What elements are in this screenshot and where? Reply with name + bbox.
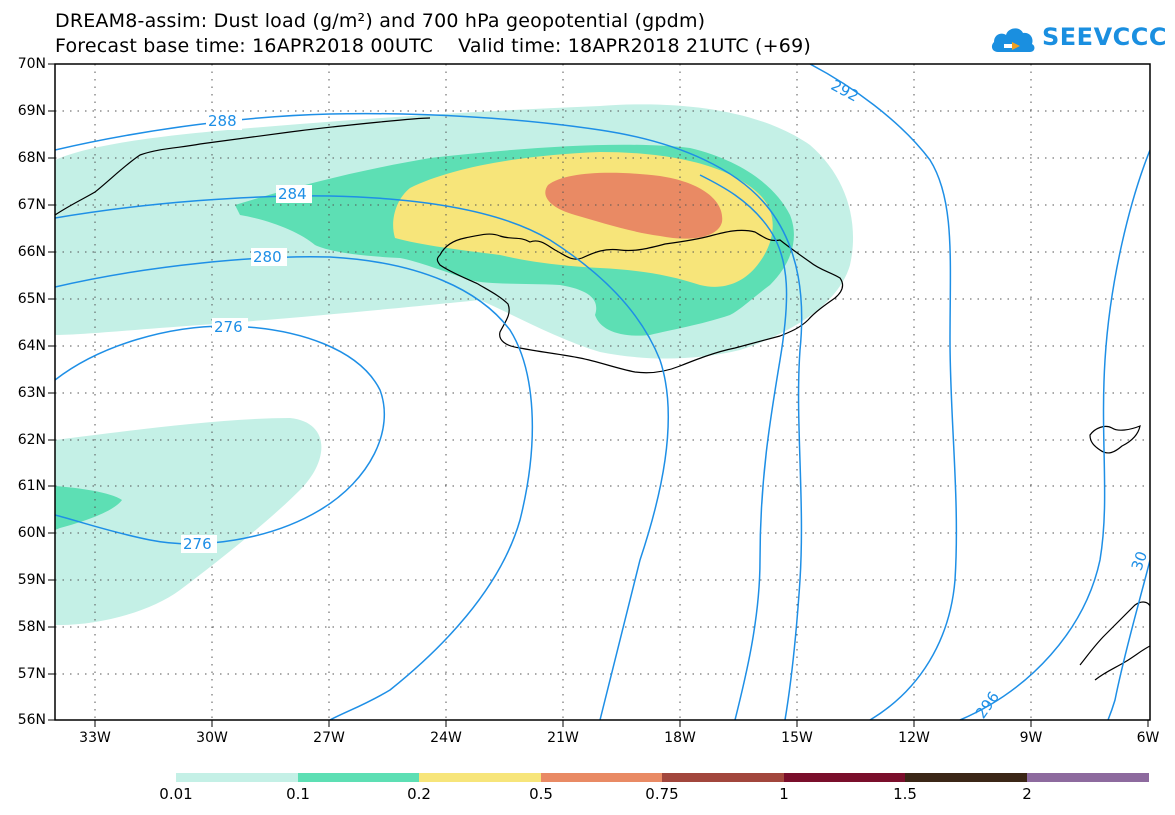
colorbar bbox=[176, 773, 1149, 782]
lat-label-60n: 60N bbox=[17, 525, 46, 541]
lat-label-61n: 61N bbox=[17, 478, 46, 494]
colorbar-swatch-5 bbox=[784, 773, 905, 782]
contour-288 bbox=[55, 112, 803, 720]
colorbar-label-1.5: 1.5 bbox=[893, 785, 917, 803]
lat-label-66n: 66N bbox=[17, 244, 46, 260]
contour-label-292: 292 bbox=[828, 76, 862, 105]
contour-label-276b: 276 bbox=[183, 535, 212, 553]
colorbar-swatch-4 bbox=[662, 773, 784, 782]
lat-label-64n: 64N bbox=[17, 338, 46, 354]
colorbar-swatch-7 bbox=[1027, 773, 1149, 782]
colorbar-label-0.2: 0.2 bbox=[407, 785, 431, 803]
graticule bbox=[55, 64, 1150, 720]
lon-label-12w: 12W bbox=[898, 730, 930, 746]
contour-label-296: 296 bbox=[972, 688, 1003, 722]
colorbar-label-1: 1 bbox=[779, 785, 789, 803]
contour-292 bbox=[809, 64, 958, 720]
greenland-coast bbox=[55, 117, 431, 216]
faroe-coast bbox=[1089, 425, 1141, 454]
contour-300 bbox=[1107, 559, 1150, 720]
hebrides-coast-2 bbox=[1094, 645, 1150, 681]
hebrides-coast bbox=[1079, 601, 1150, 666]
contour-extra bbox=[699, 174, 788, 720]
lat-label-59n: 59N bbox=[17, 572, 46, 588]
dust-load-shading bbox=[55, 104, 854, 625]
lat-label-69n: 69N bbox=[17, 103, 46, 119]
lon-label-30w: 30W bbox=[196, 730, 228, 746]
lon-label-9w: 9W bbox=[1019, 730, 1043, 746]
plot-frame bbox=[54, 63, 1151, 721]
chart-title: DREAM8-assim: Dust load (g/m²) and 700 h… bbox=[55, 10, 706, 32]
lat-label-57n: 57N bbox=[17, 666, 46, 682]
axis-ticks bbox=[48, 63, 1149, 727]
colorbar-label-0.1: 0.1 bbox=[286, 785, 310, 803]
contour-label-288: 288 bbox=[208, 112, 237, 130]
lat-label-56n: 56N bbox=[17, 712, 46, 728]
colorbar-label-0.01: 0.01 bbox=[159, 785, 193, 803]
cloud-icon bbox=[991, 28, 1035, 52]
lat-label-65n: 65N bbox=[17, 291, 46, 307]
logo-text: SEEVCCC bbox=[1042, 23, 1167, 51]
contour-label-284: 284 bbox=[278, 185, 307, 203]
contour-284 bbox=[55, 195, 669, 720]
contour-label-300: 30 bbox=[1128, 549, 1151, 573]
lon-label-27w: 27W bbox=[313, 730, 345, 746]
lon-label-15w: 15W bbox=[781, 730, 813, 746]
contour-label-276: 276 bbox=[214, 318, 243, 336]
lon-label-6w: 6W bbox=[1136, 730, 1160, 746]
lat-label-58n: 58N bbox=[17, 619, 46, 635]
lon-label-21w: 21W bbox=[547, 730, 579, 746]
colorbar-swatch-0 bbox=[176, 773, 298, 782]
iceland-coast bbox=[436, 229, 844, 374]
lon-label-18w: 18W bbox=[664, 730, 696, 746]
colorbar-swatch-1 bbox=[298, 773, 419, 782]
lat-label-70n: 70N bbox=[17, 56, 46, 72]
lat-label-63n: 63N bbox=[17, 385, 46, 401]
lat-label-68n: 68N bbox=[17, 150, 46, 166]
colorbar-swatch-2 bbox=[419, 773, 541, 782]
colorbar-swatch-6 bbox=[905, 773, 1027, 782]
lon-label-33w: 33W bbox=[79, 730, 111, 746]
dust-area-0.01-south bbox=[55, 418, 322, 625]
colorbar-label-0.5: 0.5 bbox=[529, 785, 553, 803]
coastlines bbox=[55, 117, 1150, 681]
lat-label-67n: 67N bbox=[17, 197, 46, 213]
colorbar-label-0.75: 0.75 bbox=[645, 785, 679, 803]
chart-subtitle: Forecast base time: 16APR2018 00UTC Vali… bbox=[55, 35, 811, 57]
contour-label-280: 280 bbox=[253, 248, 282, 266]
lon-label-24w: 24W bbox=[430, 730, 462, 746]
contour-296 bbox=[959, 149, 1150, 720]
dust-area-0.5 bbox=[545, 172, 723, 239]
lat-label-62n: 62N bbox=[17, 432, 46, 448]
contour-276 bbox=[55, 325, 385, 545]
colorbar-swatch-3 bbox=[541, 773, 662, 782]
colorbar-label-2: 2 bbox=[1022, 785, 1032, 803]
